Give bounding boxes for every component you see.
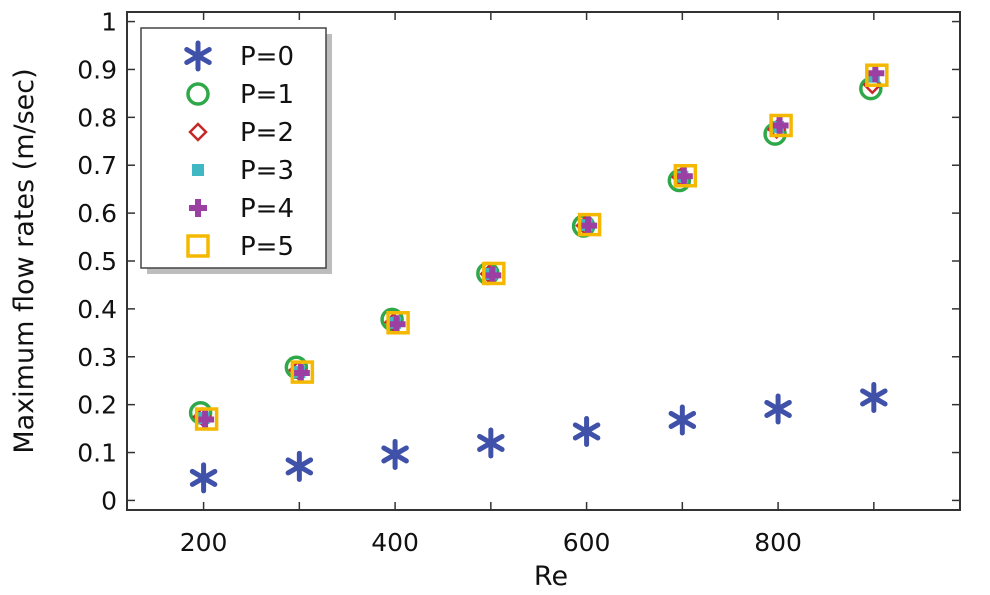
y-tick-label: 0.4: [77, 295, 117, 324]
y-tick-label: 0.1: [77, 439, 117, 468]
legend-marker-P2: [188, 122, 208, 142]
x-axis-label: Re: [534, 561, 568, 592]
legend-label: P=4: [240, 194, 294, 224]
data-point-P0: [668, 404, 697, 436]
legend-marker-P4: [189, 199, 207, 217]
data-point-P4: [196, 410, 215, 429]
y-tick-label: 0.5: [77, 247, 117, 276]
data-point-P5: [769, 113, 793, 138]
points-layer: [188, 63, 889, 494]
data-point-P4: [387, 315, 406, 334]
legend-marker-P3: [192, 164, 204, 176]
data-point-P4: [579, 216, 598, 235]
data-point-P0: [285, 450, 314, 482]
legend-label: P=2: [240, 118, 294, 148]
data-point-P5: [577, 212, 602, 237]
data-point-P5: [673, 164, 698, 188]
y-tick-label: 0.7: [77, 151, 117, 180]
data-point-P4: [483, 266, 502, 285]
data-point-P0: [860, 381, 888, 413]
legend-label: P=3: [240, 156, 294, 186]
legend-marker-P0: [184, 40, 212, 72]
data-point-P0: [477, 427, 505, 459]
data-point-P5: [194, 407, 219, 431]
y-tick-label: 0.3: [77, 343, 117, 372]
y-axis-label: Maximum flow rates (m/sec): [9, 68, 40, 453]
data-point-P4: [770, 116, 789, 135]
data-point-P5: [386, 311, 410, 335]
x-tick-label: 800: [754, 528, 802, 557]
y-tick-label: 0: [101, 486, 117, 515]
ticks-layer: 0 0.1 0.2 0.3 0.4 0.5 0.6 0.7 0.8 0.9 1 200 400 600 80…: [77, 8, 960, 557]
plot-frame: [126, 11, 961, 511]
y-tick-label: 0.8: [77, 103, 117, 132]
y-tick-label: 1: [101, 8, 117, 37]
data-point-P4: [291, 364, 310, 383]
x-tick-label: 200: [180, 528, 228, 557]
data-point-P5: [290, 360, 315, 384]
y-tick-label: 0.9: [77, 55, 117, 84]
legend-marker-P5: [186, 234, 210, 258]
x-tick-label: 600: [563, 528, 611, 557]
legend-label: P=1: [240, 80, 294, 110]
legend-box: [140, 27, 327, 269]
legend-marker-P1: [186, 82, 210, 106]
data-point-P5: [482, 261, 506, 286]
data-point-P0: [764, 393, 792, 425]
data-point-P0: [572, 415, 601, 447]
legend: P=0 P=1 P=2 P=3 P=4 P=5: [140, 27, 332, 274]
data-point-P5: [865, 63, 889, 87]
y-tick-label: 0.6: [77, 199, 117, 228]
legend-label: P=0: [240, 42, 294, 72]
y-tick-label: 0.2: [77, 391, 117, 420]
data-point-P4: [866, 64, 885, 83]
x-tick-label: 400: [371, 528, 419, 557]
data-point-P0: [381, 438, 409, 470]
data-point-P4: [674, 167, 693, 186]
data-point-P0: [189, 462, 218, 494]
legend-label: P=5: [240, 232, 294, 262]
